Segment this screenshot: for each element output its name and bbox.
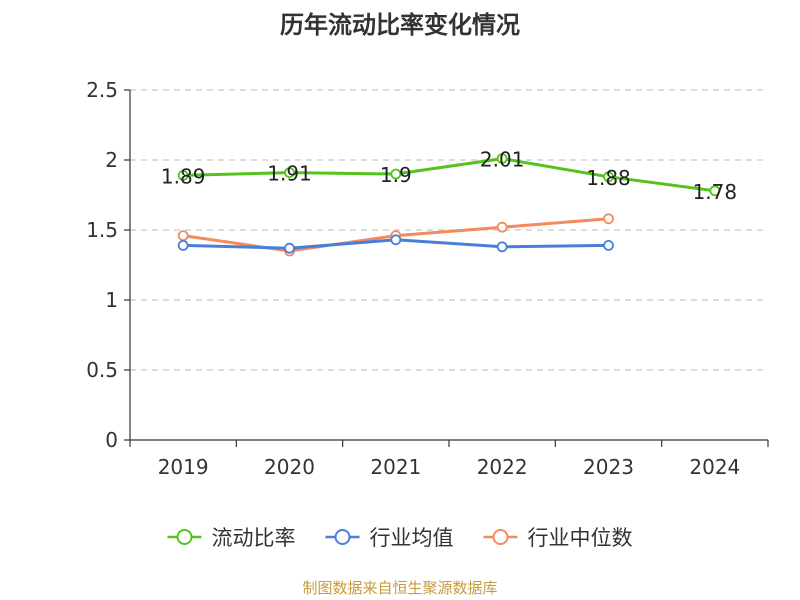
x-tick-label: 2023 <box>583 455 634 479</box>
y-tick-label: 1.5 <box>86 218 118 242</box>
data-point <box>603 171 614 183</box>
data-label: 1.78 <box>693 180 738 204</box>
data-point <box>390 168 402 180</box>
x-tick-label: 2024 <box>689 455 740 479</box>
chart-title: 历年流动比率变化情况 <box>280 11 520 39</box>
legend-label: 流动比率 <box>212 526 296 550</box>
data-point <box>603 239 614 251</box>
data-point <box>496 221 508 233</box>
legend-marker <box>176 529 193 545</box>
x-tick-label: 2021 <box>370 455 421 479</box>
axes: 0 0.5 1 1.5 2 2.5 2019 2020 2021 2022 2023 2024 <box>86 78 769 479</box>
data-label: 1.91 <box>267 162 312 186</box>
legend-item: 流动比率 <box>167 526 296 550</box>
data-label: 2.01 <box>480 148 525 172</box>
data-point <box>177 239 189 251</box>
data-point <box>709 185 721 197</box>
y-tick-label: 0 <box>105 428 118 452</box>
data-point <box>390 234 402 246</box>
legend-label: 行业均值 <box>370 526 454 550</box>
data-point <box>496 241 508 253</box>
source-note: 制图数据来自恒生聚源数据库 <box>302 579 497 597</box>
legend-marker <box>334 529 351 545</box>
legend-label: 行业中位数 <box>528 526 633 550</box>
y-tick-label: 2 <box>105 148 118 172</box>
y-tick-label: 1 <box>105 288 118 312</box>
data-point <box>603 213 614 225</box>
x-tick-label: 2020 <box>264 455 315 479</box>
legend-item: 行业中位数 <box>483 526 633 550</box>
data-point <box>284 167 295 179</box>
x-tick-label: 2019 <box>158 455 209 479</box>
legend: 流动比率 行业均值 行业中位数 <box>167 526 633 550</box>
legend-marker <box>492 529 509 545</box>
x-tick-label: 2022 <box>477 455 528 479</box>
y-tick-label: 0.5 <box>86 358 118 382</box>
data-label: 1.89 <box>161 164 206 188</box>
data-point <box>284 242 295 254</box>
series-layer <box>177 153 721 257</box>
legend-item: 行业均值 <box>325 526 454 550</box>
data-label: 1.88 <box>586 166 631 190</box>
data-label: 1.9 <box>380 163 412 187</box>
data-point <box>496 153 508 165</box>
data-point <box>177 230 189 242</box>
y-tick-label: 2.5 <box>86 78 118 102</box>
data-labels: 1.89 1.91 1.9 2.01 1.88 1.78 <box>161 148 737 204</box>
data-point <box>177 169 189 181</box>
series-line <box>181 157 717 193</box>
